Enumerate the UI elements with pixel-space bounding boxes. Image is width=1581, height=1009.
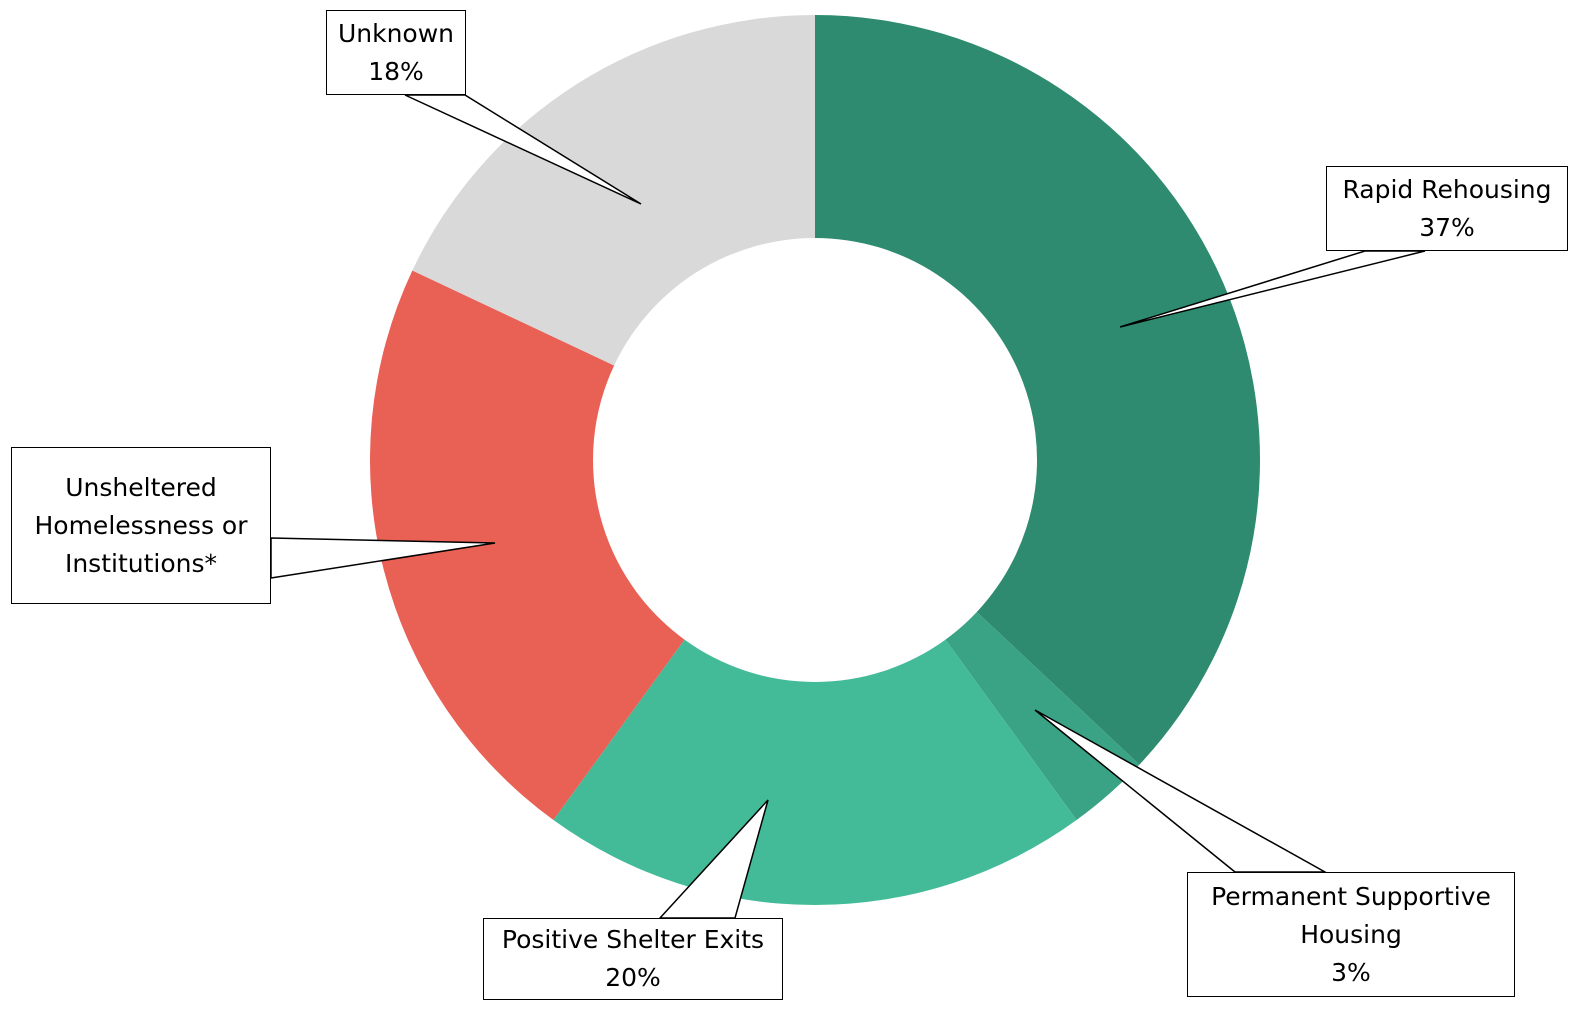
donut-slice [370,270,685,821]
donut-slice [553,639,1077,906]
data-label-box: Positive Shelter Exits 20% [483,918,783,1000]
category-label: Positive Shelter Exits [501,925,765,954]
data-label-box: Rapid Rehousing 37% [1326,166,1568,251]
category-label: Unknown [337,18,455,48]
value-label: 3% [1331,957,1371,987]
data-label-box: Unsheltered Homelessness or Institutions… [11,447,271,604]
value-label: 37% [1419,212,1475,242]
category-label: Rapid Rehousing [1342,174,1552,204]
category-label: Unsheltered Homelessness or Institutions… [34,472,248,578]
donut-slice [815,15,1260,765]
category-label: Permanent Supportive Housing [1211,881,1491,949]
data-label-box: Unknown 18% [326,10,466,95]
data-label-box: Permanent Supportive Housing 3% [1187,872,1515,997]
callout-pointer [1119,250,1426,328]
value-label: 18% [368,56,424,86]
callout-pointer [404,94,642,205]
value-label: 20% [605,963,661,992]
callout-pointer [270,537,496,579]
